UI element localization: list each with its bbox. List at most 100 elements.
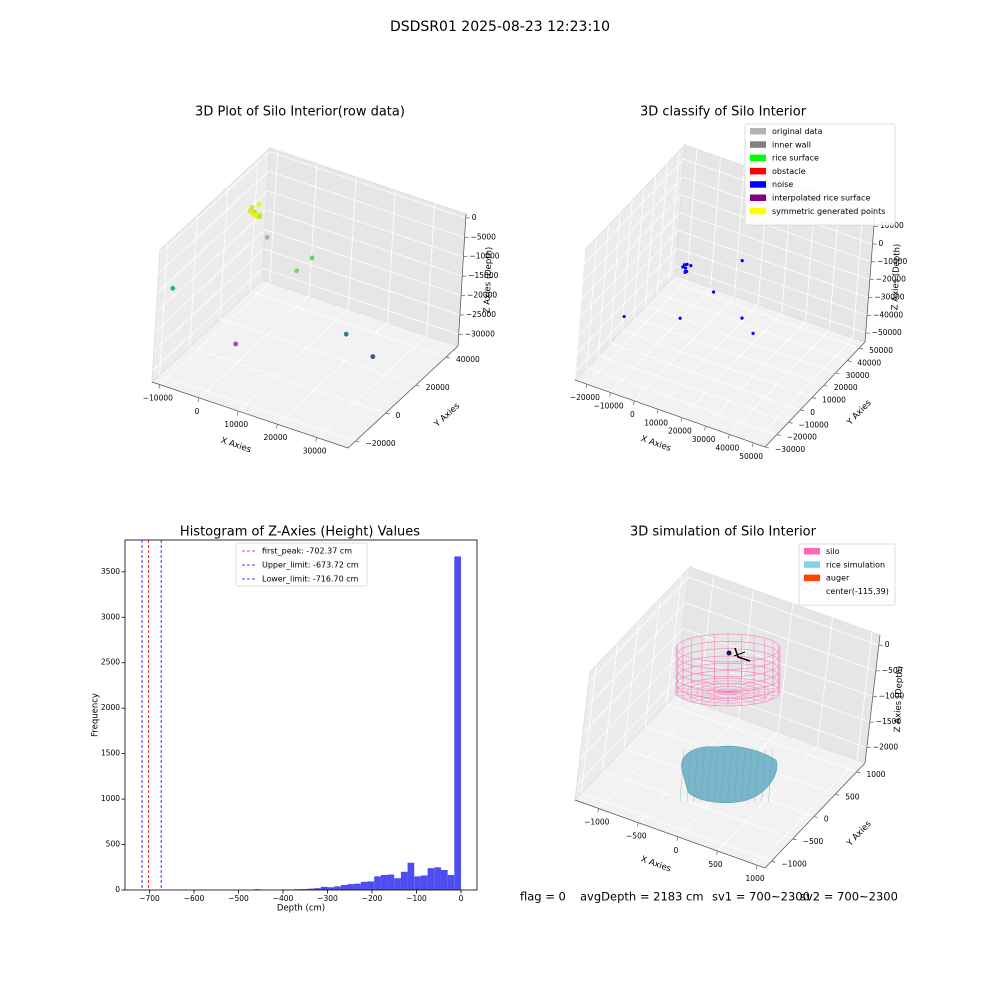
grid-line xyxy=(586,237,598,368)
x-tick-label: −500 xyxy=(626,832,647,841)
grid-line xyxy=(685,602,876,672)
y-tick-label: 20000 xyxy=(426,383,450,392)
silo-ring xyxy=(675,633,781,663)
legend-label: auger xyxy=(826,574,850,583)
chart-title: 3D Plot of Silo Interior(row data) xyxy=(195,105,405,120)
grid-line xyxy=(657,304,759,410)
silo-wire xyxy=(727,678,742,693)
z-tick-label: −40000 xyxy=(873,310,903,319)
chart-title: 3D simulation of Silo Interior xyxy=(630,525,817,540)
z-tick-label: −25000 xyxy=(466,310,496,319)
x-tick-label: 10000 xyxy=(644,418,668,427)
y-tick-label: 1000 xyxy=(866,770,885,779)
data-point xyxy=(740,259,744,263)
hist-bar xyxy=(454,556,461,890)
data-point xyxy=(343,331,349,337)
x-tick xyxy=(197,397,200,402)
silo-floor-ring xyxy=(717,689,739,696)
y-tick xyxy=(788,422,793,424)
z-tick-label: −30000 xyxy=(465,329,495,338)
x-tick xyxy=(597,808,600,813)
x-tick-label: −600 xyxy=(184,894,205,903)
grid-line xyxy=(602,770,793,840)
grid-line xyxy=(316,335,427,438)
grid-line xyxy=(580,194,682,301)
y-tick-label: 2000 xyxy=(101,703,120,712)
grid-line xyxy=(852,207,864,338)
x-tick-label: 20000 xyxy=(668,427,692,436)
grid-line xyxy=(158,171,269,274)
silo-ring xyxy=(675,648,781,677)
grid-line xyxy=(347,177,357,310)
hist-bar xyxy=(434,867,441,890)
grid-line xyxy=(154,229,266,332)
data-point xyxy=(683,269,687,274)
grid-line xyxy=(159,282,271,385)
x-tick-label: −700 xyxy=(139,894,160,903)
plot-frame xyxy=(124,539,478,891)
y-tick xyxy=(811,397,817,399)
hist-bar xyxy=(394,878,401,890)
silo-ring xyxy=(675,677,781,707)
z-tick-label: −20000 xyxy=(467,291,497,300)
z-tick-label: 10000 xyxy=(880,221,904,230)
y-tick-label: 0 xyxy=(115,885,120,894)
grid-line xyxy=(262,267,459,335)
y-tick xyxy=(847,360,852,362)
data-point xyxy=(264,234,270,240)
grid-line xyxy=(586,278,688,385)
grid-line xyxy=(598,225,609,356)
z-tick-label: −10000 xyxy=(469,252,499,261)
grid-line xyxy=(644,598,661,727)
hist-bar xyxy=(327,887,335,890)
grid-line xyxy=(387,190,396,323)
x-tick xyxy=(680,417,683,422)
chart-title: Histogram of Z-Axies (Height) Values xyxy=(180,525,420,540)
x-tick-label: −100 xyxy=(406,894,427,903)
y-tick-label: 20000 xyxy=(834,383,858,392)
x-tick-label: 1000 xyxy=(746,874,765,883)
grid-line xyxy=(579,653,681,760)
x-tick-label: 0 xyxy=(195,407,200,416)
grid-line xyxy=(621,330,813,398)
legend-swatch xyxy=(750,207,766,215)
x-tick xyxy=(609,392,611,397)
y-tick xyxy=(445,356,451,359)
grid-line xyxy=(583,158,685,265)
auger xyxy=(734,647,751,662)
x-tick xyxy=(158,384,161,389)
z-axis-label: Z Axies (Depth) xyxy=(482,247,494,314)
legend-label: rice simulation xyxy=(826,560,885,569)
grid-line xyxy=(705,320,806,427)
grid-line xyxy=(268,170,465,238)
y-tick-label: 0 xyxy=(810,408,815,417)
y-tick-label: 1500 xyxy=(101,749,120,758)
grid-line xyxy=(219,318,416,386)
z-tick-label: −1000 xyxy=(879,691,905,700)
y-tick-label: −30000 xyxy=(775,445,805,454)
legend-label: rice surface xyxy=(772,154,819,163)
x-tick xyxy=(637,822,639,827)
silo-wire xyxy=(727,691,774,700)
grid-line xyxy=(645,305,836,374)
y-tick-label: 500 xyxy=(845,792,860,801)
hist-bar xyxy=(307,888,315,890)
grid-line xyxy=(249,290,447,358)
x-tick-label: 30000 xyxy=(303,446,327,455)
y-tick xyxy=(764,446,770,449)
silo-wire xyxy=(714,678,729,693)
grid-line xyxy=(580,665,597,794)
auger-center xyxy=(726,650,732,656)
z-tick-label: −2000 xyxy=(873,743,899,752)
data-point xyxy=(294,268,300,274)
z-axis-label: Z Axies (Depth) xyxy=(893,666,905,733)
legend-box xyxy=(798,543,896,606)
x-tick xyxy=(751,442,754,447)
y-tick-label: −20000 xyxy=(787,433,817,442)
hist-bar xyxy=(400,871,408,890)
grid-line xyxy=(602,642,619,772)
grid-line xyxy=(153,248,265,352)
y-tick-label: −20000 xyxy=(366,439,396,448)
grid-line xyxy=(675,265,866,334)
grid-line xyxy=(681,194,872,263)
